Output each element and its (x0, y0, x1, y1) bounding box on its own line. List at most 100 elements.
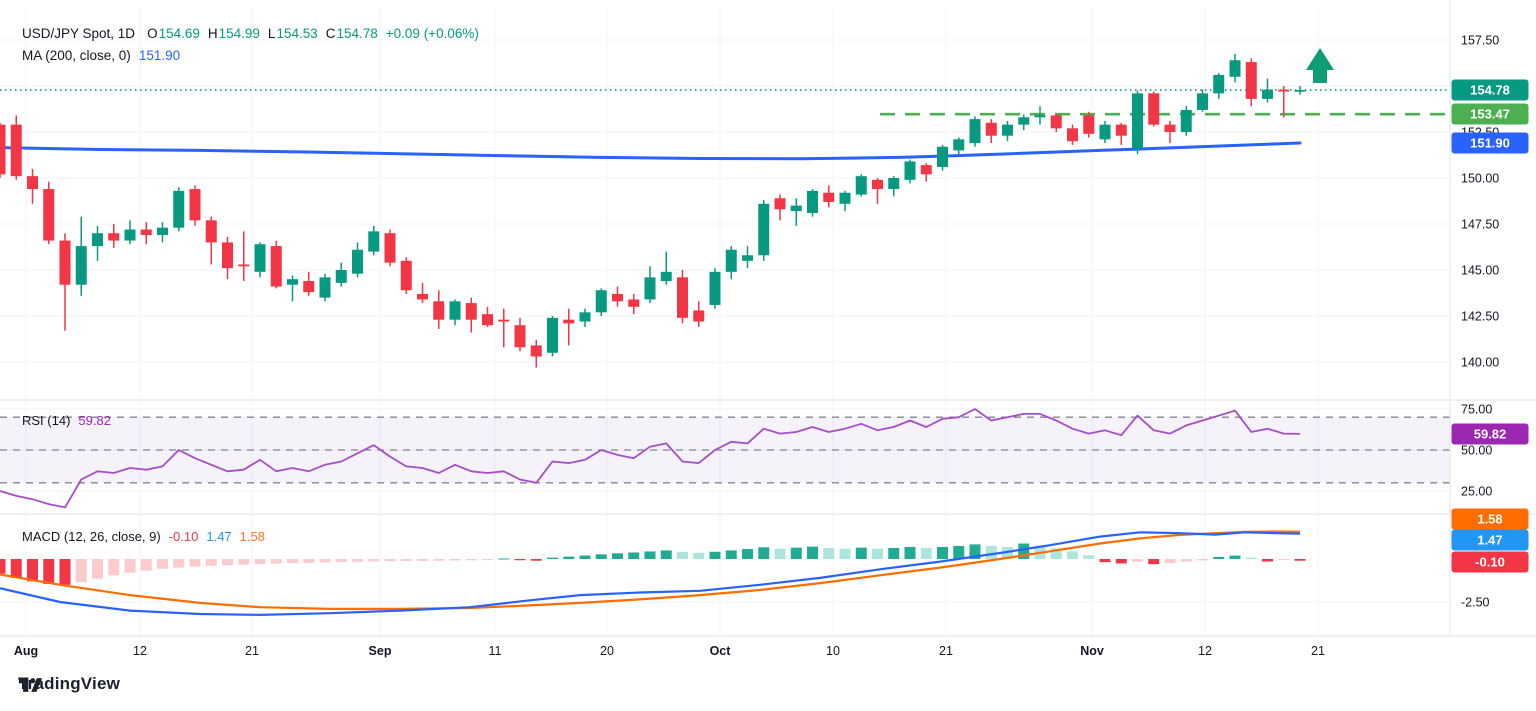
candle-Sep 26 (660, 271, 672, 282)
candle-Nov 20 (1294, 90, 1306, 92)
candle-Sep 17 (547, 317, 558, 353)
candle-Sep 16 (530, 345, 542, 357)
candle-Aug 9 (108, 233, 120, 241)
candle-Nov 1 (1083, 115, 1095, 134)
candle-Nov 13 (1213, 74, 1225, 94)
candle-Aug 19 (205, 220, 217, 243)
candle-Sep 5 (417, 293, 428, 300)
candle-Oct 17 (904, 161, 916, 180)
time-scale[interactable]: Aug 12 21 Sep 11 20 Oct 10 21 Nov 12 21 (14, 644, 1325, 658)
time-label-Nov: Nov (1080, 644, 1104, 658)
candle-Oct 21 (937, 146, 948, 167)
candle-Oct 31 (1067, 128, 1078, 142)
candle-Oct 18 (920, 165, 932, 175)
candle-Oct 29 (1034, 115, 1046, 118)
candle-Sep 19 (579, 312, 591, 322)
candle-Oct 8 (790, 205, 802, 212)
price-scale[interactable]: 157.50152.50150.00147.50145.00142.50140.… (1461, 34, 1499, 610)
rsi-pane (0, 416, 1450, 484)
candle-Sep 2 (368, 231, 380, 252)
ma200-line (0, 141, 1302, 161)
candle-Nov 14 (1229, 60, 1241, 77)
rsi-line (0, 408, 1301, 509)
candle-Aug 20 (222, 242, 233, 269)
candle-Aug 30 (352, 249, 363, 274)
svg-text:50.00: 50.00 (1461, 444, 1492, 458)
macd-lines (0, 530, 1301, 617)
candle-Oct 1 (709, 271, 721, 305)
time-label-Sep: Sep (369, 644, 392, 658)
svg-text:25.00: 25.00 (1461, 485, 1492, 499)
candle-Sep 10 (465, 303, 477, 320)
candle-Sep 9 (449, 301, 461, 320)
candle-Oct 4 (758, 203, 770, 256)
candle-Sep 23 (612, 293, 623, 302)
candle-Oct 11 (839, 192, 851, 204)
macd-main-line (0, 531, 1301, 617)
candle-Nov 18 (1262, 89, 1273, 99)
candle-Oct 23 (969, 119, 981, 144)
candle-Oct 9 (807, 190, 818, 213)
candle-Aug 26 (287, 279, 298, 285)
time-label-21: 21 (1311, 644, 1325, 658)
svg-text:147.50: 147.50 (1461, 218, 1499, 232)
candle-Oct 3 (742, 255, 753, 261)
candle-Aug 16 (189, 189, 201, 221)
candle-Nov 15 (1245, 62, 1257, 99)
candle-Sep 30 (693, 310, 705, 322)
svg-text:1.58: 1.58 (1477, 512, 1502, 527)
time-label-20: 20 (600, 644, 614, 658)
svg-text:140.00: 140.00 (1461, 356, 1499, 370)
price-badge-1.58 (1451, 508, 1529, 530)
candle-Sep 4 (400, 260, 412, 291)
candle-Sep 13 (514, 325, 526, 348)
candle-Oct 28 (1018, 117, 1030, 125)
candle-Nov 11 (1180, 109, 1192, 132)
candle-Jul 31 (0, 124, 6, 175)
candle-Oct 22 (953, 139, 965, 151)
candle-Aug 8 (92, 233, 103, 247)
candle-Sep 20 (595, 290, 607, 313)
tradingview-logo[interactable]: TradingView (18, 674, 120, 694)
tradingview-logo-icon (18, 678, 42, 692)
candle-Aug 1 (10, 124, 22, 177)
chart-canvas[interactable]: 157.50152.50150.00147.50145.00142.50140.… (0, 0, 1536, 665)
svg-text:1.47: 1.47 (1477, 533, 1502, 548)
candle-Aug 12 (124, 229, 136, 241)
candle-Aug 27 (303, 281, 315, 293)
candle-Nov 8 (1164, 124, 1176, 132)
time-label-21: 21 (939, 644, 953, 658)
svg-text:145.00: 145.00 (1461, 264, 1499, 278)
arrow-up-marker[interactable] (1306, 48, 1334, 83)
svg-text:150.00: 150.00 (1461, 172, 1499, 186)
candle-Oct 7 (774, 198, 786, 210)
axis-badges: 154.78 153.47 151.90 59.82 1.58 1.47 -0.10 (1451, 79, 1529, 573)
time-label-21: 21 (245, 644, 259, 658)
candle-Oct 2 (725, 249, 737, 272)
candle-Sep 12 (498, 319, 510, 322)
grid-lines (0, 8, 1450, 636)
candle-Nov 7 (1148, 93, 1160, 125)
candle-Sep 27 (677, 277, 688, 318)
svg-text:-2.50: -2.50 (1461, 596, 1490, 610)
candle-Aug 7 (75, 246, 87, 285)
candle-Aug 29 (335, 270, 347, 283)
candlestick-series[interactable] (0, 53, 1306, 368)
candle-Nov 4 (1099, 124, 1111, 140)
candle-Sep 18 (563, 319, 575, 324)
svg-text:157.50: 157.50 (1461, 34, 1499, 48)
candle-Aug 2 (27, 176, 38, 190)
candle-Aug 23 (270, 246, 282, 287)
svg-text:142.50: 142.50 (1461, 310, 1499, 324)
price-levels (0, 89, 1450, 116)
candle-Oct 16 (888, 178, 900, 190)
candle-Sep 24 (628, 299, 640, 307)
macd-histogram (0, 543, 1306, 585)
svg-text:59.82: 59.82 (1474, 427, 1507, 442)
candle-Oct 14 (855, 176, 867, 195)
candle-Oct 24 (985, 122, 997, 136)
candle-Nov 6 (1132, 93, 1143, 149)
candle-Aug 22 (254, 244, 266, 272)
price-badge-154.78 (1451, 79, 1529, 101)
